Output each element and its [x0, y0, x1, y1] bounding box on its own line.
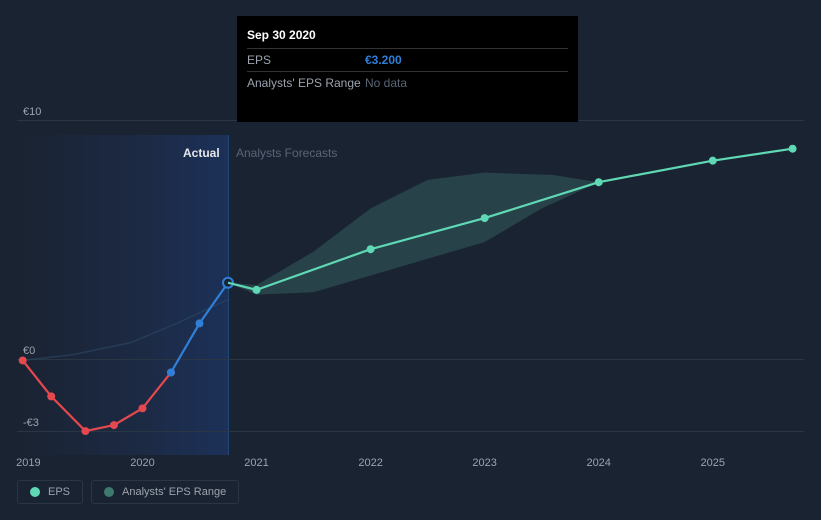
eps-line-forecast-point[interactable]: [367, 245, 375, 253]
legend-swatch-icon: [104, 487, 114, 497]
tooltip-label: Analysts' EPS Range: [247, 76, 365, 90]
eps-line-negative-point[interactable]: [19, 356, 27, 364]
eps-line-actual-point[interactable]: [195, 319, 203, 327]
legend-label: EPS: [48, 486, 70, 498]
tooltip-date: Sep 30 2020: [247, 28, 568, 49]
legend-range[interactable]: Analysts' EPS Range: [91, 480, 239, 504]
forecast-range-area: [228, 173, 599, 295]
eps-line-forecast-point[interactable]: [789, 145, 797, 153]
legend-label: Analysts' EPS Range: [122, 486, 226, 498]
eps-line-forecast-point[interactable]: [481, 214, 489, 222]
eps-line-negative-point[interactable]: [138, 404, 146, 412]
eps-line-negative-point[interactable]: [81, 427, 89, 435]
chart-tooltip: Sep 30 2020 EPS €3.200 Analysts' EPS Ran…: [237, 16, 578, 122]
eps-line-negative: [23, 360, 171, 431]
eps-line-forecast-point[interactable]: [595, 178, 603, 186]
eps-line-forecast-point[interactable]: [253, 286, 261, 294]
tooltip-row-eps: EPS €3.200: [247, 49, 568, 72]
actual-upper-faint: [23, 299, 228, 360]
tooltip-row-range: Analysts' EPS Range No data: [247, 72, 568, 94]
legend-eps[interactable]: EPS: [17, 480, 83, 504]
tooltip-value: No data: [365, 76, 407, 90]
eps-line-negative-point[interactable]: [47, 392, 55, 400]
chart-legend: EPS Analysts' EPS Range: [17, 480, 239, 504]
eps-line-negative-point[interactable]: [110, 421, 118, 429]
eps-line-actual: [171, 283, 228, 373]
eps-line-forecast-point[interactable]: [709, 157, 717, 165]
eps-line-actual-point[interactable]: [167, 368, 175, 376]
tooltip-value: €3.200: [365, 53, 402, 67]
legend-swatch-icon: [30, 487, 40, 497]
tooltip-label: EPS: [247, 53, 365, 67]
